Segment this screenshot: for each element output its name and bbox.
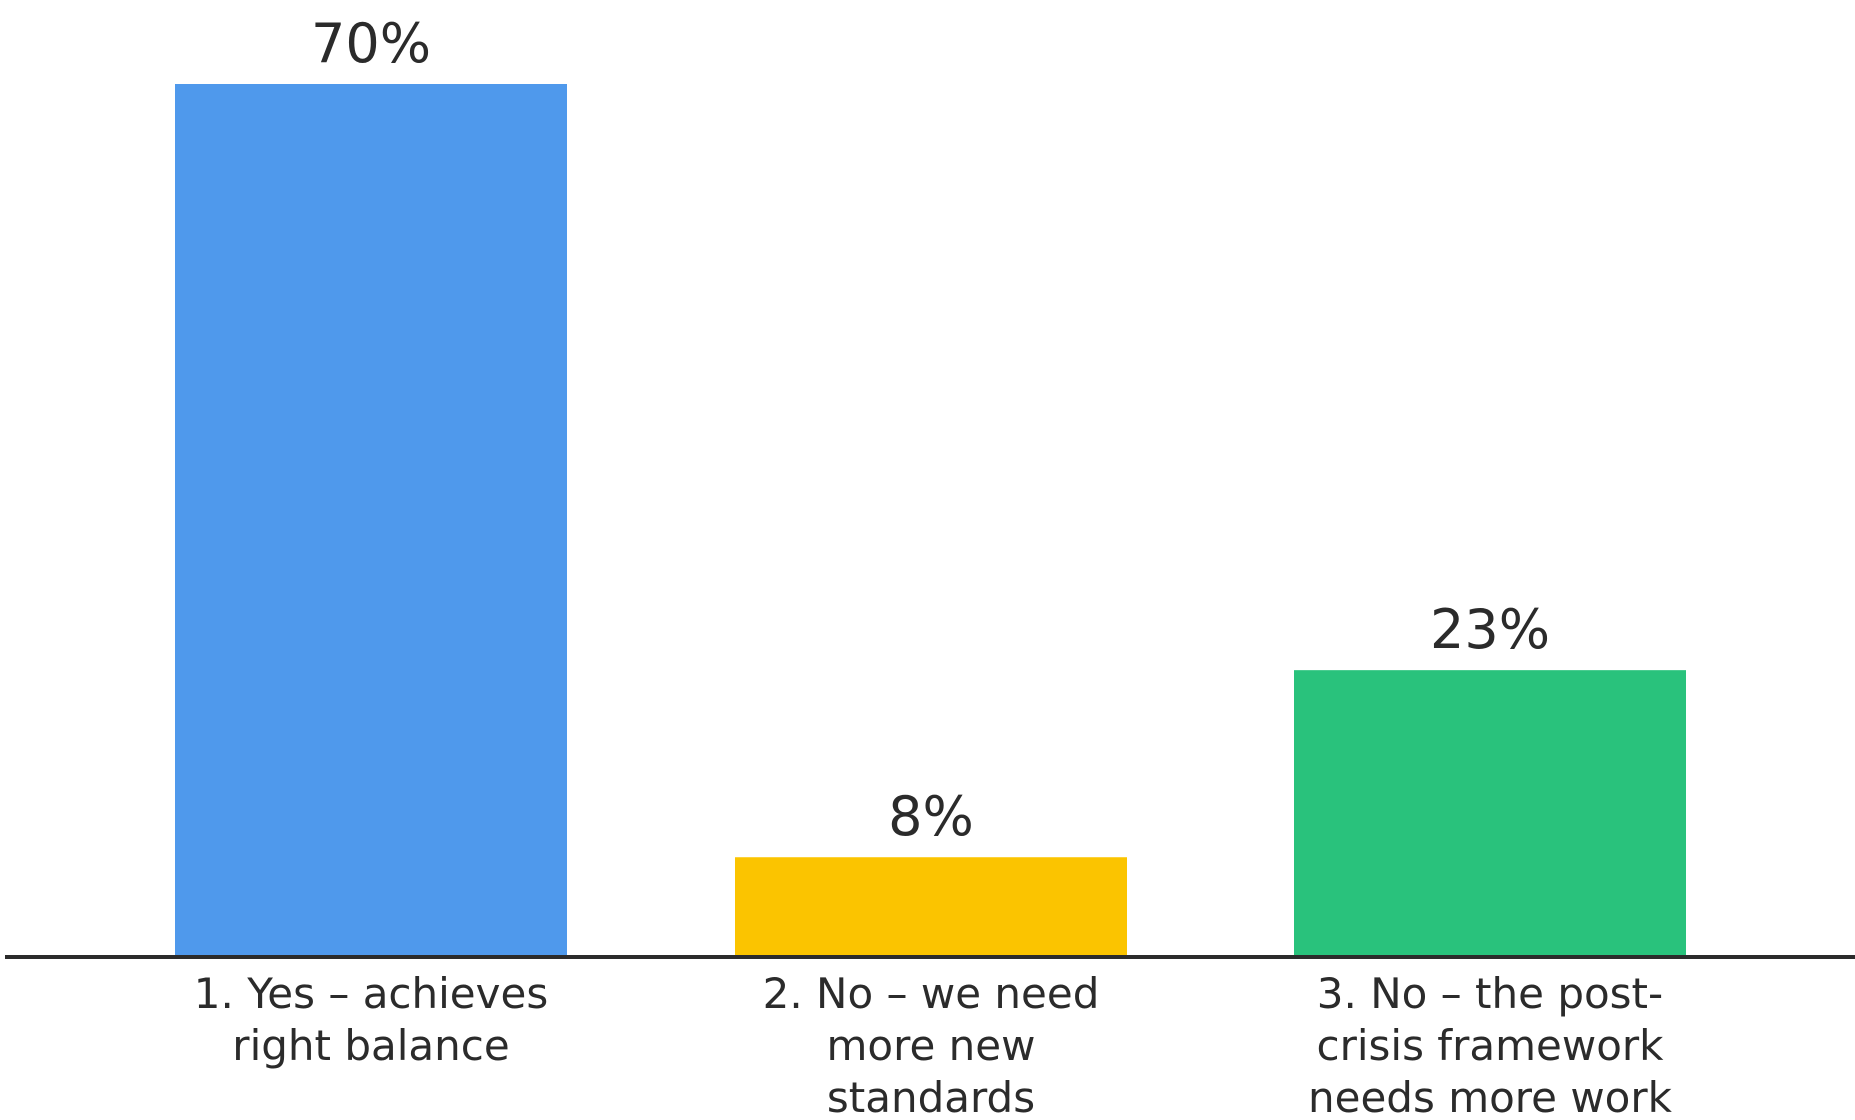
value-label-2: 8% xyxy=(888,785,974,848)
bar-2 xyxy=(735,857,1127,957)
category-label-line: needs more work xyxy=(1308,1073,1673,1120)
value-label-3: 23% xyxy=(1430,598,1550,661)
category-label-line: standards xyxy=(827,1073,1035,1120)
category-labels-group: 1. Yes – achieves right balance 2. No – we… xyxy=(194,969,1673,1120)
category-label-3: 3. No – the post-crisis framework needs m… xyxy=(1308,969,1673,1120)
bar-1 xyxy=(175,84,567,957)
category-label-line: more new xyxy=(827,1021,1036,1070)
category-label-1: 1. Yes – achieves right balance xyxy=(194,969,548,1070)
category-label-line: crisis framework xyxy=(1317,1021,1665,1070)
value-label-1: 70% xyxy=(311,12,431,75)
category-label-line: 2. No – we need xyxy=(763,969,1100,1018)
value-labels-group: 70% 8% 23% xyxy=(311,12,1550,848)
category-label-line: 1. Yes – achieves xyxy=(194,969,548,1018)
bar-3 xyxy=(1294,670,1686,957)
category-label-2: 2. No – we need more new standards xyxy=(763,969,1100,1120)
category-label-line: 3. No – the post- xyxy=(1317,969,1663,1018)
bars-group xyxy=(175,84,1686,957)
category-label-line: right balance xyxy=(232,1021,509,1070)
